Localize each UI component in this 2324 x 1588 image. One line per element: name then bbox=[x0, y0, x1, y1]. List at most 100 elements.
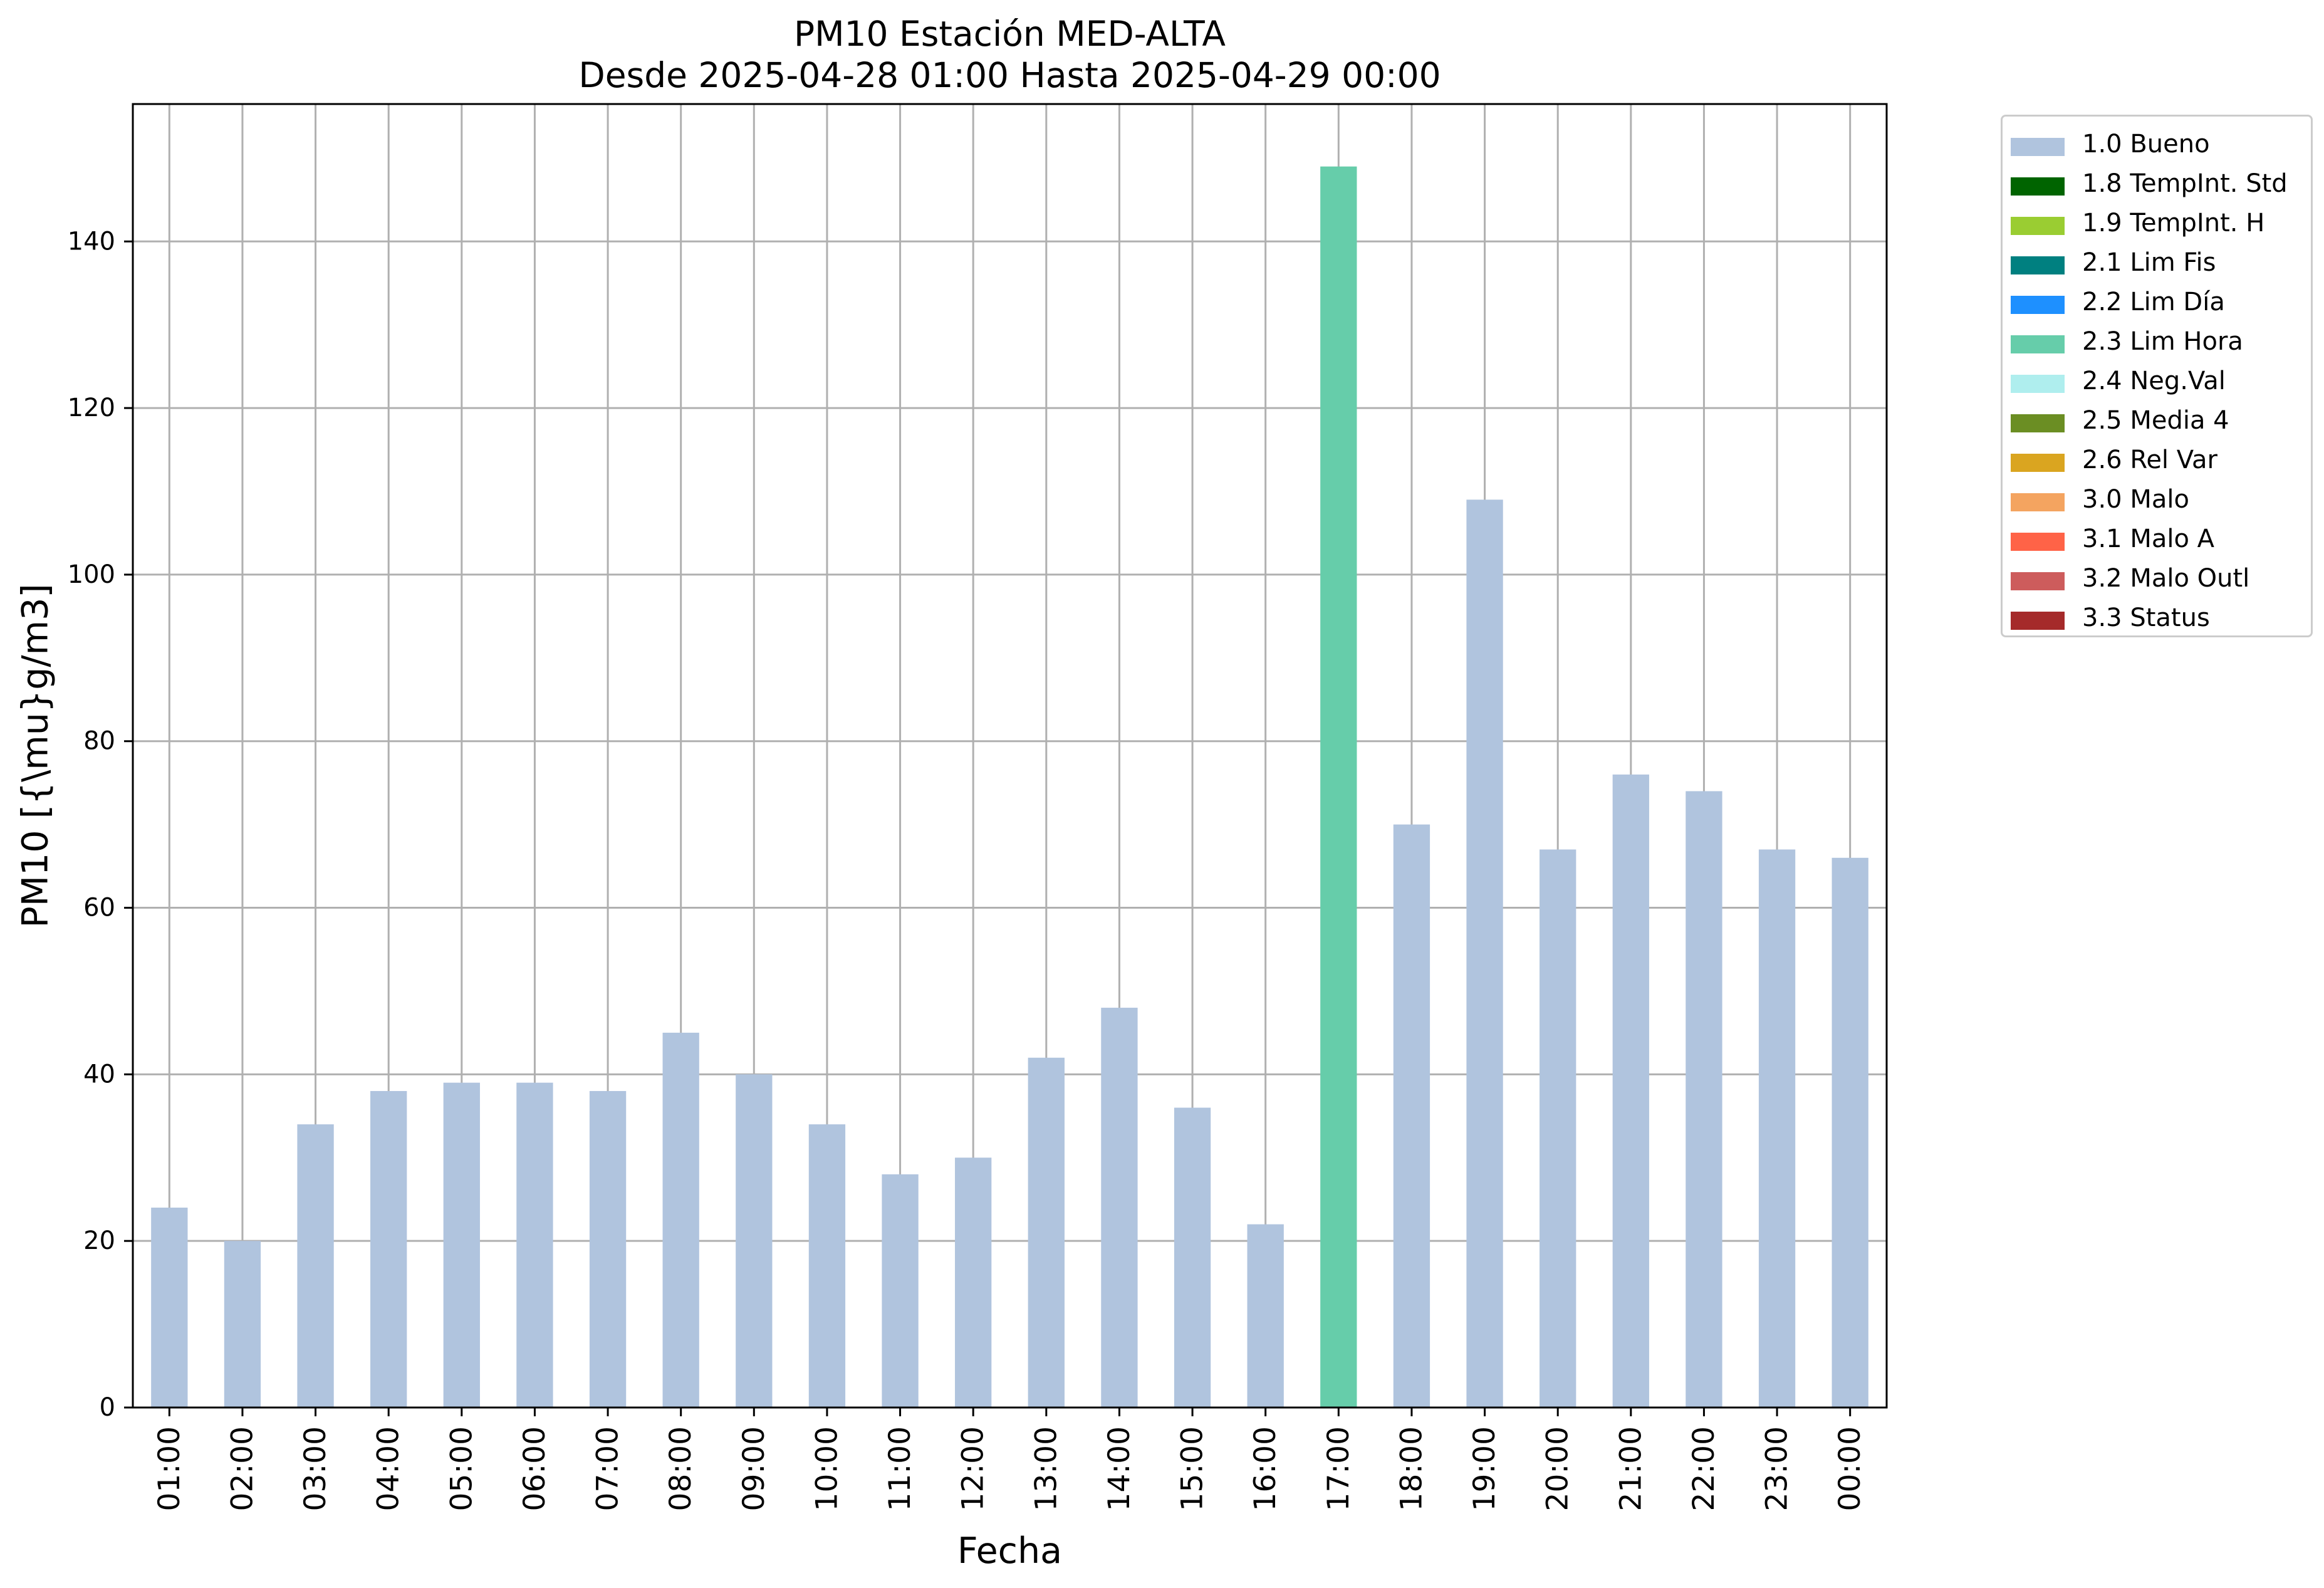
legend-item: 3.1 Malo A bbox=[2003, 521, 2311, 561]
legend-label: 3.3 Status bbox=[2082, 603, 2210, 632]
bar bbox=[882, 1174, 919, 1408]
legend-label: 2.4 Neg.Val bbox=[2082, 367, 2226, 395]
x-tick-label: 03:00 bbox=[298, 1426, 333, 1511]
x-tick-label: 02:00 bbox=[225, 1426, 259, 1511]
x-tick-label: 10:00 bbox=[810, 1426, 844, 1511]
legend-swatch bbox=[2011, 177, 2065, 196]
legend-item: 1.9 TempInt. H bbox=[2003, 206, 2311, 245]
x-axis-ticks: 01:00 02:00 03:00 04:00 05:00 06:00 07:00 08:00… bbox=[152, 1408, 1867, 1511]
legend-label: 2.2 Lim Día bbox=[2082, 288, 2225, 316]
legend-label: 3.2 Malo Outl bbox=[2082, 564, 2250, 593]
legend-swatch bbox=[2011, 375, 2065, 393]
legend-item: 2.6 Rel Var bbox=[2003, 442, 2311, 482]
bar bbox=[443, 1082, 480, 1408]
bar bbox=[1393, 824, 1430, 1408]
chart-title-line-1: PM10 Estación MED-ALTA bbox=[793, 14, 1226, 54]
bar bbox=[224, 1241, 261, 1408]
x-tick-label: 07:00 bbox=[591, 1426, 625, 1511]
legend-swatch bbox=[2011, 533, 2065, 551]
x-tick-label: 20:00 bbox=[1541, 1426, 1575, 1511]
legend: 1.0 Bueno 1.8 TempInt. Std 1.9 TempInt. H 2… bbox=[2001, 115, 2313, 637]
legend-item: 2.5 Media 4 bbox=[2003, 403, 2311, 442]
bar bbox=[297, 1124, 334, 1408]
legend-label: 1.9 TempInt. H bbox=[2082, 209, 2265, 238]
legend-swatch bbox=[2011, 335, 2065, 353]
y-tick-label: 40 bbox=[83, 1060, 115, 1089]
y-tick-label: 0 bbox=[100, 1393, 115, 1422]
bar bbox=[589, 1090, 627, 1408]
x-tick-label: 06:00 bbox=[518, 1426, 552, 1511]
x-tick-label: 14:00 bbox=[1102, 1426, 1137, 1511]
chart-title-line-2: Desde 2025-04-28 01:00 Hasta 2025-04-29 … bbox=[578, 55, 1441, 95]
bar bbox=[1686, 791, 1722, 1408]
x-tick-label: 21:00 bbox=[1613, 1426, 1648, 1511]
y-tick-label: 80 bbox=[83, 727, 115, 756]
bar bbox=[808, 1124, 846, 1408]
legend-item: 2.4 Neg.Val bbox=[2003, 363, 2311, 403]
x-tick-label: 08:00 bbox=[664, 1426, 698, 1511]
legend-item: 3.3 Status bbox=[2003, 600, 2311, 640]
x-tick-label: 09:00 bbox=[737, 1426, 771, 1511]
legend-swatch bbox=[2011, 138, 2065, 156]
x-tick-label: 18:00 bbox=[1394, 1426, 1429, 1511]
bar bbox=[516, 1082, 553, 1408]
legend-item: 2.2 Lim Día bbox=[2003, 285, 2311, 324]
legend-swatch bbox=[2011, 572, 2065, 590]
x-tick-label: 22:00 bbox=[1687, 1426, 1721, 1511]
legend-swatch bbox=[2011, 256, 2065, 274]
bar bbox=[1320, 166, 1357, 1408]
bar bbox=[1612, 774, 1649, 1408]
bar bbox=[1832, 857, 1868, 1408]
legend-label: 2.6 Rel Var bbox=[2082, 446, 2217, 474]
legend-swatch bbox=[2011, 414, 2065, 432]
legend-swatch bbox=[2011, 296, 2065, 314]
y-axis-ticks: 0 20 40 60 80 100 120 140 bbox=[68, 227, 133, 1422]
legend-label: 1.0 Bueno bbox=[2082, 130, 2210, 159]
y-axis-label: PM10 [{\mu}g/m3] bbox=[14, 583, 56, 928]
x-tick-label: 01:00 bbox=[152, 1426, 187, 1511]
y-tick-label: 140 bbox=[68, 227, 115, 256]
legend-item: 1.0 Bueno bbox=[2003, 127, 2311, 166]
legend-label: 2.5 Media 4 bbox=[2082, 406, 2229, 435]
bar bbox=[955, 1157, 992, 1408]
bar bbox=[1101, 1008, 1138, 1408]
legend-label: 2.3 Lim Hora bbox=[2082, 327, 2243, 356]
legend-item: 3.2 Malo Outl bbox=[2003, 561, 2311, 600]
bars bbox=[151, 166, 1868, 1408]
x-tick-label: 13:00 bbox=[1029, 1426, 1063, 1511]
legend-item: 2.1 Lim Fis bbox=[2003, 245, 2311, 285]
legend-item: 3.0 Malo bbox=[2003, 482, 2311, 521]
bar bbox=[151, 1208, 188, 1408]
x-tick-label: 16:00 bbox=[1248, 1426, 1283, 1511]
legend-label: 3.1 Malo A bbox=[2082, 525, 2215, 553]
x-tick-label: 05:00 bbox=[444, 1426, 479, 1511]
legend-swatch bbox=[2011, 217, 2065, 235]
bar bbox=[1028, 1057, 1065, 1408]
bar bbox=[1174, 1107, 1211, 1408]
bar bbox=[1247, 1224, 1284, 1408]
x-axis-label: Fecha bbox=[957, 1530, 1063, 1572]
x-tick-label: 11:00 bbox=[883, 1426, 917, 1511]
legend-swatch bbox=[2011, 612, 2065, 630]
x-tick-label: 15:00 bbox=[1175, 1426, 1210, 1511]
x-tick-label: 12:00 bbox=[956, 1426, 991, 1511]
x-tick-label: 00:00 bbox=[1833, 1426, 1867, 1511]
y-tick-label: 120 bbox=[68, 394, 115, 422]
x-tick-label: 23:00 bbox=[1760, 1426, 1795, 1511]
bar bbox=[662, 1032, 699, 1408]
y-tick-label: 20 bbox=[83, 1226, 115, 1255]
legend-item: 2.3 Lim Hora bbox=[2003, 324, 2311, 363]
legend-swatch bbox=[2011, 454, 2065, 472]
bar bbox=[736, 1074, 773, 1408]
legend-label: 2.1 Lim Fis bbox=[2082, 248, 2216, 277]
y-tick-label: 100 bbox=[68, 560, 115, 589]
x-tick-label: 04:00 bbox=[372, 1426, 406, 1511]
legend-label: 3.0 Malo bbox=[2082, 485, 2189, 514]
x-tick-label: 17:00 bbox=[1321, 1426, 1356, 1511]
y-tick-label: 60 bbox=[83, 894, 115, 922]
bar bbox=[1540, 849, 1576, 1408]
x-tick-label: 19:00 bbox=[1467, 1426, 1502, 1511]
plot-frame bbox=[132, 103, 1888, 1409]
bar bbox=[1466, 499, 1503, 1408]
